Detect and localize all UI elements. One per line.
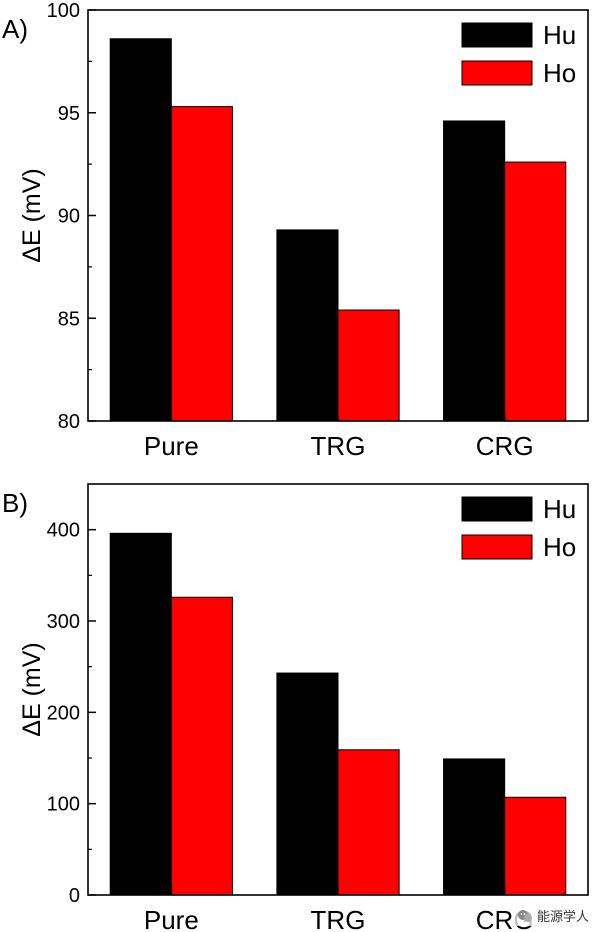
legend-swatch-ho xyxy=(461,534,533,560)
y-tick-label: 95 xyxy=(58,103,80,125)
y-tick-label: 100 xyxy=(47,794,80,816)
bar-hu-pure xyxy=(109,38,172,422)
panel-a: 80 85 90 95 100 Pure TRG CRG ΔE (mV) A) Hu Ho xyxy=(2,0,589,461)
bar-ho-trg xyxy=(337,749,400,896)
legend-label-hu: Hu xyxy=(543,494,576,524)
legend-swatch-hu xyxy=(461,496,533,522)
watermark: 能源学人 xyxy=(513,905,592,926)
y-tick-label: 100 xyxy=(47,0,80,22)
bar-hu-crg xyxy=(443,758,506,896)
bar-hu-crg xyxy=(443,120,506,422)
x-tick-label: CRG xyxy=(476,431,534,461)
y-axis-label: ΔE (mV) xyxy=(18,168,46,262)
y-tick-label: 200 xyxy=(47,702,80,724)
bar-hu-pure xyxy=(109,532,172,896)
y-tick-label: 90 xyxy=(58,206,80,228)
y-tick-label: 0 xyxy=(69,885,80,907)
x-tick-label: TRG xyxy=(311,905,366,932)
y-tick-label: 300 xyxy=(47,611,80,633)
panel-label: B) xyxy=(2,488,28,518)
y-tick-label: 85 xyxy=(58,308,80,330)
x-tick-label: TRG xyxy=(311,431,366,461)
bar-ho-trg xyxy=(337,309,400,422)
y-tick-label: 400 xyxy=(47,520,80,542)
y-tick-label: 80 xyxy=(58,411,80,433)
bar-ho-crg xyxy=(504,161,567,422)
legend-swatch-hu xyxy=(461,22,533,48)
bar-hu-trg xyxy=(276,229,339,422)
legend-label-ho: Ho xyxy=(543,58,576,88)
x-tick-label: Pure xyxy=(144,905,199,932)
bar-ho-pure xyxy=(170,106,233,422)
wechat-icon xyxy=(517,909,532,922)
panel-label: A) xyxy=(2,14,28,44)
bar-hu-trg xyxy=(276,672,339,896)
bar-ho-pure xyxy=(170,596,233,896)
watermark-text: 能源学人 xyxy=(536,910,589,925)
bar-ho-crg xyxy=(504,796,567,896)
x-tick-label: Pure xyxy=(144,431,199,461)
legend-label-ho: Ho xyxy=(543,532,576,562)
legend-swatch-ho xyxy=(461,60,533,86)
y-axis-label: ΔE (mV) xyxy=(18,642,46,736)
legend-label-hu: Hu xyxy=(543,20,576,50)
